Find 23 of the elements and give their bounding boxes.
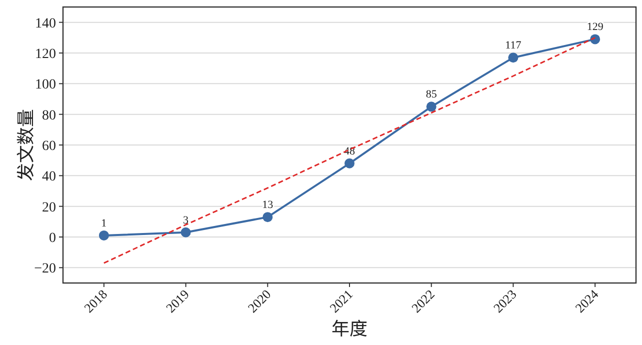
data-label: 1 xyxy=(101,217,107,230)
point xyxy=(426,102,436,112)
y-tick-label: 0 xyxy=(49,231,56,246)
data-label: 85 xyxy=(426,88,438,101)
point xyxy=(180,227,191,238)
y-tick-label: 120 xyxy=(35,47,56,62)
point xyxy=(262,212,273,222)
y-tick-label: 60 xyxy=(42,139,56,154)
y-tick-label: 40 xyxy=(42,170,56,185)
data-label: 117 xyxy=(505,40,522,52)
point xyxy=(344,158,354,168)
y-tick-label: 80 xyxy=(42,108,56,124)
point xyxy=(508,52,518,63)
y-tick-label: −20 xyxy=(34,262,56,277)
y-axis-title: 发文数量 xyxy=(12,109,38,181)
point xyxy=(98,230,109,240)
x-axis-title: 年度 xyxy=(332,315,368,341)
y-tick-label: 20 xyxy=(42,200,56,216)
data-label: 3 xyxy=(183,214,190,226)
y-tick-label: 140 xyxy=(35,16,56,32)
y-tick-label: 100 xyxy=(35,78,56,93)
data-label: 129 xyxy=(586,21,604,34)
data-label: 13 xyxy=(262,199,274,212)
